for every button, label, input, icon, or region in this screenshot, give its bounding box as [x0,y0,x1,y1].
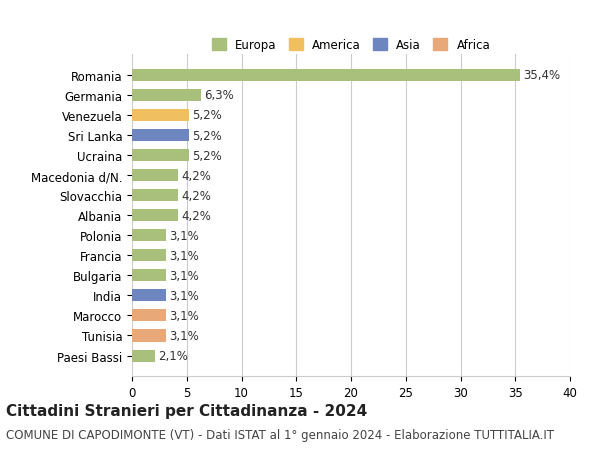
Text: 3,1%: 3,1% [169,269,199,282]
Bar [132,310,166,322]
Text: Cittadini Stranieri per Cittadinanza - 2024: Cittadini Stranieri per Cittadinanza - 2… [6,403,367,419]
Text: 3,1%: 3,1% [169,309,199,322]
Text: 5,2%: 5,2% [192,129,222,142]
Text: 3,1%: 3,1% [169,289,199,302]
Bar [132,130,189,142]
Legend: Europa, America, Asia, Africa: Europa, America, Asia, Africa [208,35,494,56]
Bar [132,110,189,122]
Bar [132,190,178,202]
Bar [132,230,166,242]
Bar [132,330,166,342]
Bar [132,250,166,262]
Bar [132,90,201,102]
Text: 5,2%: 5,2% [192,149,222,162]
Bar [132,350,155,362]
Text: 4,2%: 4,2% [181,169,211,182]
Bar [132,290,166,302]
Text: 6,3%: 6,3% [204,89,234,102]
Bar [132,70,520,82]
Text: 35,4%: 35,4% [523,69,560,82]
Text: 2,1%: 2,1% [158,349,188,362]
Text: 4,2%: 4,2% [181,209,211,222]
Bar [132,270,166,282]
Text: 3,1%: 3,1% [169,249,199,262]
Text: 4,2%: 4,2% [181,189,211,202]
Bar [132,170,178,182]
Text: 3,1%: 3,1% [169,329,199,342]
Text: 5,2%: 5,2% [192,109,222,122]
Text: COMUNE DI CAPODIMONTE (VT) - Dati ISTAT al 1° gennaio 2024 - Elaborazione TUTTIT: COMUNE DI CAPODIMONTE (VT) - Dati ISTAT … [6,428,554,442]
Bar [132,150,189,162]
Text: 3,1%: 3,1% [169,229,199,242]
Bar [132,210,178,222]
